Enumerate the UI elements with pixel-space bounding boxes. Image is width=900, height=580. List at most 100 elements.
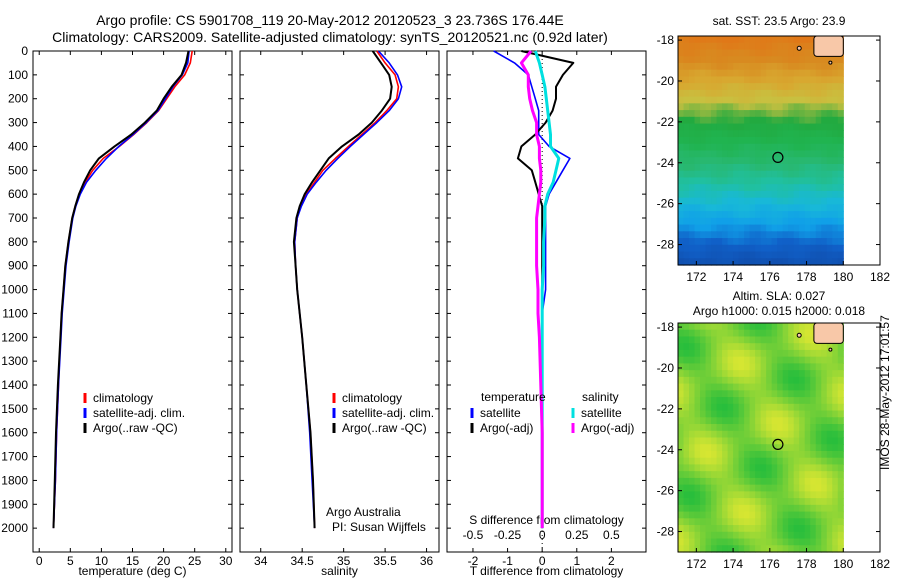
sst_map-cell — [727, 116, 734, 125]
sst_map-cell — [705, 103, 712, 111]
sla_map-cell — [694, 457, 701, 466]
sla_map-cell — [782, 397, 789, 405]
temperature-x-tick-label: 25 — [188, 554, 202, 568]
sla_map-cell — [749, 336, 756, 344]
sst_map-cell — [755, 83, 762, 91]
sst_map-cell — [755, 231, 762, 239]
sla_map-cell — [689, 397, 696, 405]
sst_map-cell — [716, 110, 723, 118]
sla_map-cell — [815, 477, 822, 486]
sla_map-cell — [804, 343, 811, 351]
sla_map-cell — [711, 437, 718, 445]
sla_map-cell — [678, 491, 685, 499]
sla_map-cell — [760, 444, 767, 452]
map-lon-tick-label: 172 — [686, 557, 706, 571]
difference-s-tick-label: -0.25 — [494, 528, 522, 542]
temperature-x-tick-label: 5 — [67, 554, 74, 568]
sla_map-cell — [766, 397, 773, 405]
sla_map-cell — [832, 450, 839, 459]
sla_map-cell — [826, 383, 833, 391]
sst_map-cell — [689, 130, 696, 138]
sla_map-cell — [716, 511, 723, 519]
sst_map-cell — [810, 83, 817, 91]
sla_map-cell — [826, 511, 833, 519]
sst_map-cell — [777, 116, 784, 125]
sla_map-cell — [722, 383, 729, 391]
sst_map-cell — [755, 244, 762, 253]
sst_map-cell — [766, 110, 773, 118]
sla_map-cell — [749, 349, 756, 358]
sst_map-cell — [821, 150, 828, 158]
sst_map-cell — [771, 258, 778, 266]
sla_map-cell — [683, 349, 690, 358]
sla_map-cell — [733, 457, 740, 466]
sst_map-cell — [749, 231, 756, 239]
sla_map-cell — [716, 457, 723, 466]
sst_map-cell — [716, 89, 723, 98]
sst_map-cell — [705, 170, 712, 179]
sla_map-cell — [727, 390, 734, 398]
sla_map-cell — [744, 464, 751, 472]
sst_map-cell — [716, 96, 723, 104]
sla_map-cell — [683, 410, 690, 418]
sst_map-cell — [777, 62, 784, 71]
sla_map-cell — [799, 383, 806, 391]
sla_map-cell — [683, 491, 690, 499]
sla_map-cell — [793, 450, 800, 459]
sla_map-cell — [771, 403, 778, 412]
sst_map-cell — [727, 103, 734, 111]
sst_map-cell — [733, 204, 740, 212]
sst_map-cell — [793, 157, 800, 165]
sla_map-cell — [683, 417, 690, 425]
sla_map-cell — [832, 471, 839, 479]
sst_map-cell — [766, 69, 773, 78]
sla_map-cell — [722, 376, 729, 385]
sst_map-cell — [694, 96, 701, 104]
sla_map-cell — [832, 444, 839, 452]
timestamp-stamp: IMOS 28-May-2012 17:01:57 — [878, 315, 898, 490]
sst_map-cell — [727, 258, 734, 266]
sla_map-cell — [711, 370, 718, 378]
sst_map-cell — [689, 137, 696, 145]
sla_map-cell — [771, 410, 778, 418]
sst_map-cell — [755, 89, 762, 98]
sla_map-cell — [782, 437, 789, 445]
sla_map-cell — [738, 410, 745, 418]
sla_map-cell — [766, 504, 773, 513]
sla_map-cell — [766, 336, 773, 344]
sst_map-cell — [777, 89, 784, 98]
sst_map-cell — [744, 211, 751, 219]
sst_map-cell — [722, 137, 729, 145]
sla_map-cell — [689, 403, 696, 412]
sla_map-cell — [771, 538, 778, 546]
sla_map-cell — [689, 363, 696, 371]
sla_map-cell — [760, 525, 767, 533]
sla_map-cell — [727, 545, 734, 553]
sst_map-cell — [678, 143, 685, 152]
sst_map-cell — [766, 96, 773, 104]
sst_map-cell — [711, 251, 718, 259]
sla_map-cell — [832, 484, 839, 492]
sst_map-cell — [777, 137, 784, 145]
sla_map-cell — [694, 363, 701, 371]
sst_map-cell — [722, 123, 729, 131]
sst_map-cell — [815, 143, 822, 152]
sst_map-cell — [837, 157, 844, 165]
sla_map-cell — [678, 343, 685, 351]
sst_map-cell — [782, 238, 789, 246]
sst_map-cell — [678, 217, 685, 226]
sla_map-cell — [678, 349, 685, 358]
sst_map-cell — [799, 163, 806, 172]
sla_map-cell — [804, 323, 811, 331]
sst_map-cell — [689, 211, 696, 219]
sst_map-cell — [777, 143, 784, 152]
sla_map-cell — [782, 444, 789, 452]
sla_map-cell — [705, 545, 712, 553]
figure-title-line1: Argo profile: CS 5901708_119 20-May-2012… — [96, 12, 564, 28]
sla_map-cell — [793, 323, 800, 331]
sst_map-cell — [771, 143, 778, 152]
sla_map-cell — [815, 376, 822, 385]
difference-x-tick-label: 0 — [539, 554, 546, 568]
sst_map-cell — [799, 36, 806, 44]
sla_map-cell — [716, 504, 723, 513]
